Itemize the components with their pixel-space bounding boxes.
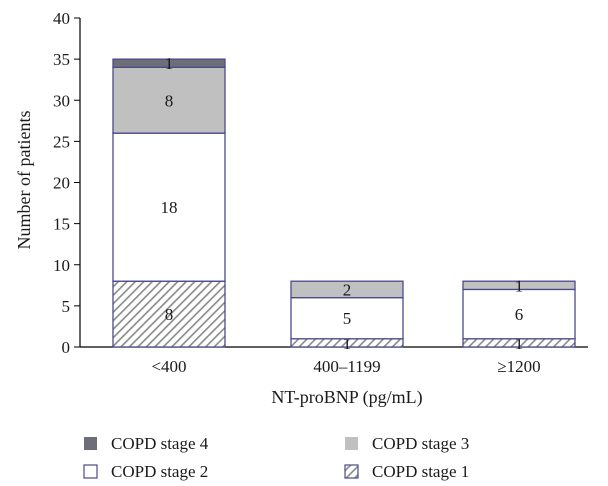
bar-segment-copd-stage-4	[112, 58, 226, 69]
bar-segment-copd-stage-2	[290, 296, 404, 340]
legend-swatch-copd-stage-1	[344, 464, 359, 479]
bar-segment-copd-stage-3	[290, 280, 404, 299]
legend-label-copd-stage-4: COPD stage 4	[111, 434, 209, 453]
legend: COPD stage 4 COPD stage 2 COPD stage 3 COPD…	[83, 434, 469, 481]
legend-swatch-copd-stage-3	[345, 437, 358, 450]
data-label: 6	[515, 305, 524, 324]
legend-swatch-copd-stage-4	[84, 437, 97, 450]
data-label: 8	[165, 91, 174, 110]
legend-label-copd-stage-1: COPD stage 1	[372, 462, 469, 481]
y-tick-label: 35	[53, 50, 70, 69]
bar-segment-copd-stage-2	[112, 132, 226, 282]
legend-label-copd-stage-2: COPD stage 2	[111, 462, 208, 481]
y-tick-label: 40	[53, 9, 70, 28]
data-label: 1	[515, 276, 524, 295]
y-tick-label: 30	[53, 91, 70, 110]
x-axis-title: NT-proBNP (pg/mL)	[271, 387, 422, 408]
x-tick-label: ≥1200	[497, 357, 540, 376]
data-label: 1	[165, 54, 174, 73]
bar-segment-copd-stage-3	[462, 280, 576, 291]
data-label: 2	[343, 280, 352, 299]
y-axis-title: Number of patients	[14, 111, 34, 250]
data-label: 5	[343, 309, 352, 328]
y-tick-label: 10	[53, 256, 70, 275]
y-tick-label: 25	[53, 132, 70, 151]
legend-label-copd-stage-3: COPD stage 3	[372, 434, 469, 453]
y-tick-label: 5	[62, 297, 71, 316]
legend-swatch-copd-stage-2	[83, 464, 98, 479]
y-tick-label: 20	[53, 174, 70, 193]
x-tick-label: <400	[151, 357, 186, 376]
x-tick-label: 400–1199	[313, 357, 380, 376]
y-tick-label: 0	[62, 338, 71, 357]
data-label: 1	[515, 334, 524, 353]
data-label: 18	[161, 198, 178, 217]
bar-segment-copd-stage-1	[112, 280, 226, 348]
bar-segment-copd-stage-3	[112, 66, 226, 134]
data-label: 1	[343, 334, 352, 353]
data-label: 8	[165, 305, 174, 324]
y-tick-label: 15	[53, 215, 70, 234]
